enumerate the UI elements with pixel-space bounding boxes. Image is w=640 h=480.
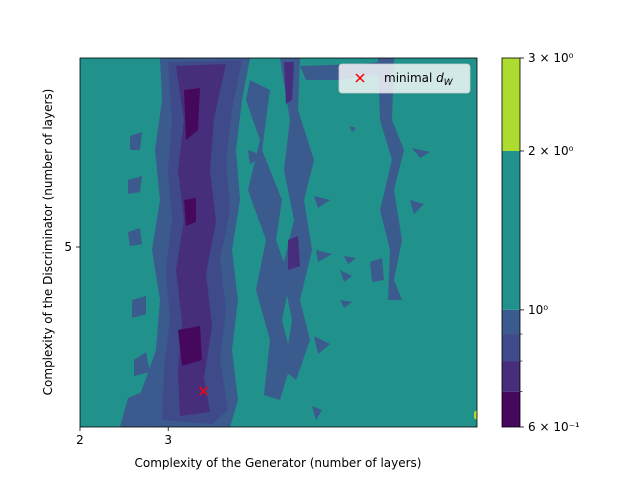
contour-islands — [248, 126, 356, 420]
colorbar-level — [502, 58, 520, 151]
legend: minimal dW — [338, 63, 471, 94]
y-axis-label: Complexity of the Discriminator (number … — [41, 89, 55, 396]
colorbar-frame — [501, 57, 521, 428]
contour-high-patch — [474, 410, 477, 420]
legend-box — [338, 63, 471, 94]
contour-band-third-dark — [284, 62, 300, 270]
minimal-dw-marker-stroke — [198, 386, 209, 396]
colorbar-tick-label: 6 × 10⁻¹ — [528, 420, 580, 434]
colorbar: 6 × 10⁻¹ 10⁰ 2 × 10⁰ 3 × 10⁰ — [501, 51, 580, 434]
colorbar-tick-label: 10⁰ — [528, 303, 548, 317]
y-tick-label: 5 — [64, 240, 72, 254]
colorbar-level — [502, 361, 520, 392]
colorbar-level — [502, 391, 520, 427]
contour-band-main-darkest — [178, 88, 202, 366]
x-tick-label: 2 — [76, 433, 84, 447]
plot-frame — [79, 57, 478, 428]
legend-x-marker — [355, 73, 365, 83]
contour-band-far-right — [370, 148, 430, 282]
contour-band-second — [246, 80, 292, 400]
y-axis-ticks: 5 — [64, 240, 80, 254]
legend-label: minimal dW — [384, 71, 454, 88]
colorbar-level — [502, 150, 520, 310]
minimal-dw-marker — [198, 386, 209, 396]
colorbar-tick-label: 3 × 10⁰ — [528, 51, 574, 65]
contour-regions — [120, 58, 477, 427]
contour-band-right — [378, 58, 404, 300]
x-tick-label: 3 — [164, 433, 172, 447]
contour-band-main-dark — [176, 64, 226, 416]
colorbar-level — [502, 334, 520, 362]
colorbar-tick-label: 2 × 10⁰ — [528, 144, 574, 158]
colorbar-level — [502, 309, 520, 335]
contour-band-left — [120, 132, 152, 427]
x-axis-label: Complexity of the Generator (number of l… — [135, 456, 422, 470]
contour-band-third — [280, 58, 314, 380]
